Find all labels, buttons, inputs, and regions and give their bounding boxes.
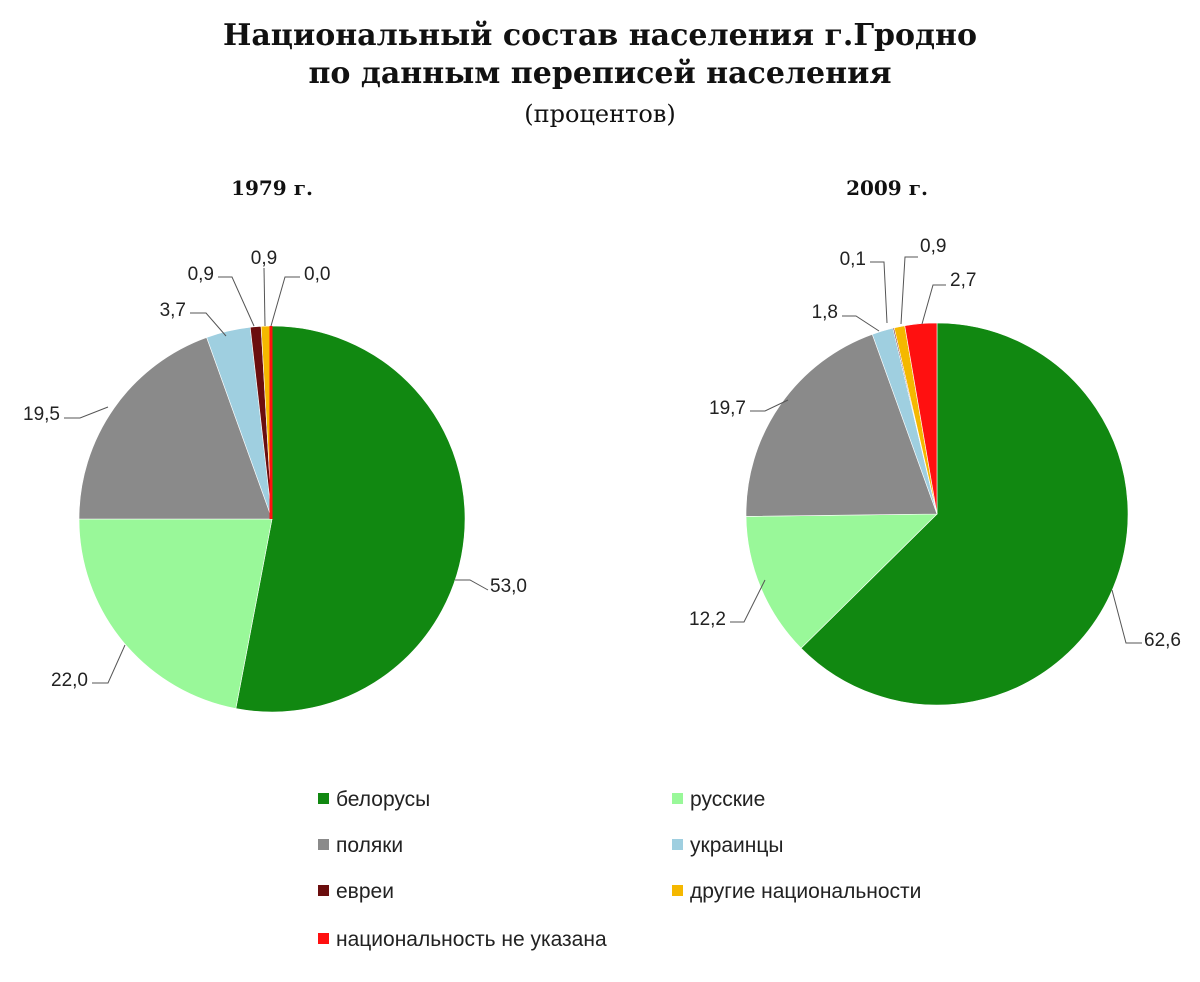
legend-label: другие национальности [690, 880, 922, 903]
pie-slice-7 [904, 322, 938, 515]
leader-line [270, 276, 300, 327]
leader-line [870, 261, 888, 324]
data-label: 12,2 [689, 609, 726, 630]
data-label: 0,9 [188, 264, 214, 285]
leader-line [455, 579, 489, 591]
data-label: 0,9 [251, 248, 277, 269]
pie-slice-2 [78, 518, 273, 709]
legend-item: национальность не указана [318, 928, 607, 952]
legend-label: поляки [336, 834, 404, 857]
data-label: 53,0 [490, 576, 527, 597]
pie-slice-1 [800, 322, 1129, 706]
leader-line [263, 267, 266, 327]
chart-subtitle: по данным переписей населения [308, 56, 892, 91]
chart-title: Национальный состав населения г.Гродно [223, 18, 977, 53]
leader-line [190, 312, 227, 337]
legend-swatch [672, 885, 683, 896]
legend-swatch [318, 793, 329, 804]
leader-line [218, 276, 255, 327]
leader-line [92, 644, 126, 684]
legend-item: украинцы [672, 834, 784, 858]
data-label: 2,7 [950, 270, 976, 291]
data-label: 19,5 [23, 404, 60, 425]
leader-line [750, 399, 789, 412]
data-label: 0,1 [840, 249, 866, 270]
legend-label: евреи [336, 880, 394, 903]
pie-slice-3 [745, 333, 938, 517]
pie-slice-3 [78, 337, 273, 520]
leader-line [900, 256, 918, 325]
pie-slice-1 [235, 325, 466, 713]
data-label: 22,0 [51, 670, 88, 691]
legend-label: украинцы [690, 834, 784, 857]
legend-swatch [318, 885, 329, 896]
data-label: 3,7 [160, 300, 186, 321]
leader-line [64, 406, 109, 419]
legend-swatch [318, 839, 329, 850]
legend-label: русские [690, 788, 766, 811]
leader-line [1111, 589, 1142, 644]
legend-swatch [672, 793, 683, 804]
legend-swatch [672, 839, 683, 850]
data-label: 62,6 [1144, 630, 1181, 651]
legend-item: белорусы [318, 788, 430, 812]
leader-line [730, 579, 766, 623]
leader-line [842, 315, 880, 332]
chart-unit: (процентов) [524, 100, 676, 128]
pie-title-1979: 1979 г. [231, 176, 313, 200]
legend-swatch [318, 933, 329, 944]
leader-line [921, 284, 946, 325]
legend-item: поляки [318, 834, 403, 858]
pie-title-2009: 2009 г. [846, 176, 928, 200]
data-label: 19,7 [709, 398, 746, 419]
legend-label: белорусы [336, 788, 431, 811]
data-label: 1,8 [812, 302, 838, 323]
legend-item: евреи [318, 880, 394, 904]
pie-2009: 62,6 12,2 19,7 1,8 0,1 0,92,7 [689, 236, 1181, 706]
legend-label: национальность не указана [336, 928, 607, 951]
data-label: 0,0 [304, 264, 330, 285]
legend-item: русские [672, 788, 765, 812]
pie-1979: 53,022,019,53,70,90,90,0 [23, 248, 527, 713]
legend-item: другие национальности [672, 880, 921, 904]
data-label: 0,9 [920, 236, 946, 257]
